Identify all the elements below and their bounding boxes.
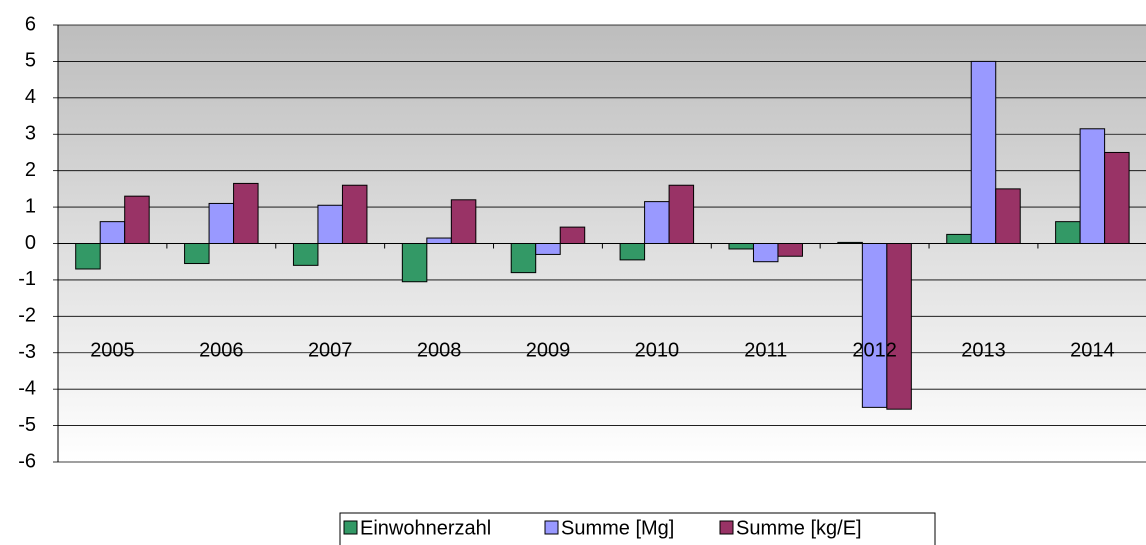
bar	[644, 201, 670, 244]
bar	[535, 243, 561, 255]
bar	[728, 243, 754, 250]
bar	[317, 204, 343, 244]
bar	[292, 243, 319, 266]
y-tick-label: -6	[18, 450, 36, 472]
bar	[341, 184, 368, 245]
y-tick-label: 4	[25, 86, 36, 108]
y-tick-label: -3	[18, 341, 36, 363]
bar	[946, 233, 972, 244]
x-tick-label: 2012	[852, 339, 897, 361]
bar	[510, 243, 537, 274]
x-tick-label: 2006	[199, 339, 244, 361]
bar	[752, 243, 779, 263]
bar	[124, 195, 150, 245]
x-tick-label: 2008	[417, 339, 462, 361]
y-tick-label: -1	[18, 268, 36, 290]
x-tick-label: 2009	[526, 339, 571, 361]
y-tick-label: 0	[25, 232, 36, 254]
y-tick-label: -4	[18, 377, 36, 399]
bar	[970, 60, 997, 244]
y-tick-label: 1	[25, 195, 36, 217]
legend-swatch	[343, 520, 358, 535]
y-tick-label: 6	[25, 13, 36, 35]
bar	[233, 182, 259, 245]
x-tick-label: 2014	[1070, 339, 1115, 361]
bar	[401, 243, 428, 283]
bar	[75, 243, 101, 270]
y-tick-label: 5	[25, 50, 36, 72]
bar	[861, 243, 888, 408]
x-tick-label: 2013	[961, 339, 1006, 361]
bar	[1079, 128, 1106, 245]
bar	[777, 243, 803, 257]
legend-box	[339, 512, 936, 545]
bar	[450, 199, 477, 245]
legend-swatch	[544, 520, 559, 535]
bar	[619, 243, 646, 261]
bar	[886, 243, 912, 410]
legend-label: Summe [kg/E]	[736, 517, 862, 539]
y-tick-label: 3	[25, 123, 36, 145]
legend-swatch	[719, 520, 734, 535]
x-tick-label: 2005	[90, 339, 135, 361]
x-tick-label: 2007	[308, 339, 353, 361]
bar	[99, 221, 126, 244]
bar	[208, 202, 235, 244]
bar	[426, 237, 452, 245]
legend-label: Einwohnerzahl	[360, 517, 491, 539]
x-tick-label: 2010	[635, 339, 680, 361]
x-tick-label: 2011	[744, 339, 787, 361]
y-tick-label: 2	[25, 159, 36, 181]
bar	[668, 184, 695, 245]
bar	[559, 226, 586, 245]
y-tick-label: -5	[18, 414, 36, 436]
bar	[184, 243, 210, 265]
bar	[1104, 151, 1130, 244]
bar	[995, 188, 1021, 244]
bar	[1055, 221, 1081, 244]
legend-label: Summe [Mg]	[561, 517, 674, 539]
y-tick-label: -2	[18, 305, 36, 327]
